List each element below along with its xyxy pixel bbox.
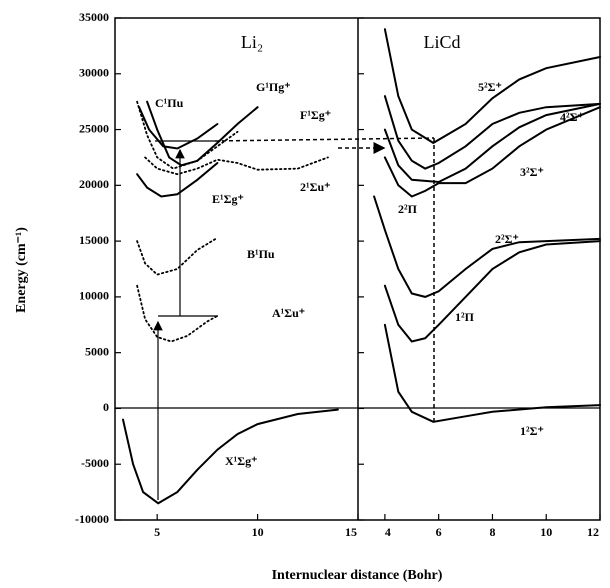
state-label: E¹Σg⁺: [212, 192, 244, 206]
curve: [383, 240, 601, 343]
state-label: B¹Πu: [247, 247, 275, 261]
curve: [383, 95, 601, 170]
curve: [136, 162, 219, 198]
y-tick-label: 15000: [79, 233, 109, 247]
x-tick-label: 10: [252, 525, 264, 539]
curve: [144, 156, 329, 176]
curve: [383, 106, 601, 198]
panel-title: Li₂: [241, 32, 263, 52]
y-axis-label: Energy (cm⁻¹): [14, 227, 29, 313]
x-tick-label: 10: [540, 525, 552, 539]
y-tick-label: 25000: [79, 121, 109, 135]
state-label: 1²Σ⁺: [520, 424, 544, 438]
state-label: 4²Σ⁺: [560, 110, 584, 124]
panel-title: LiCd: [423, 32, 460, 52]
state-label: 2²Π: [398, 202, 418, 216]
curve: [138, 106, 219, 150]
state-label: C¹Πu: [155, 96, 184, 110]
state-label: 5²Σ⁺: [478, 80, 502, 94]
state-label: 2¹Σu⁺: [300, 180, 330, 194]
curve: [136, 236, 219, 276]
curve: [136, 100, 239, 170]
state-label: G¹Πg⁺: [256, 80, 291, 94]
x-tick-label: 6: [436, 525, 442, 539]
curve: [373, 195, 601, 298]
y-tick-label: 30000: [79, 66, 109, 80]
y-tick-label: 0: [103, 400, 109, 414]
curve: [383, 102, 601, 184]
y-tick-label: 35000: [79, 10, 109, 24]
y-tick-label: 10000: [79, 289, 109, 303]
y-tick-label: -10000: [75, 512, 109, 526]
guide-line: [214, 137, 435, 142]
x-tick-label: 4: [385, 525, 391, 539]
x-axis-label: Internuclear distance (Bohr): [272, 568, 443, 583]
state-label: 2²Σ⁺: [495, 232, 519, 246]
state-label: F¹Σg⁺: [300, 108, 331, 122]
y-tick-label: 20000: [79, 177, 109, 191]
state-label: 3²Σ⁺: [520, 165, 544, 179]
x-tick-label: 12: [587, 525, 599, 539]
curve: [146, 100, 259, 167]
curve: [383, 323, 601, 423]
x-tick-label: 15: [345, 525, 357, 539]
state-label: X¹Σg⁺: [225, 454, 257, 468]
curve: [122, 408, 339, 505]
state-label: 1²Π: [455, 310, 475, 324]
y-tick-label: 5000: [85, 344, 109, 358]
state-label: A¹Σu⁺: [272, 306, 305, 320]
curve: [383, 28, 601, 145]
x-tick-label: 8: [489, 525, 495, 539]
y-tick-label: -5000: [81, 456, 109, 470]
curve: [136, 284, 219, 343]
x-tick-label: 5: [154, 525, 160, 539]
